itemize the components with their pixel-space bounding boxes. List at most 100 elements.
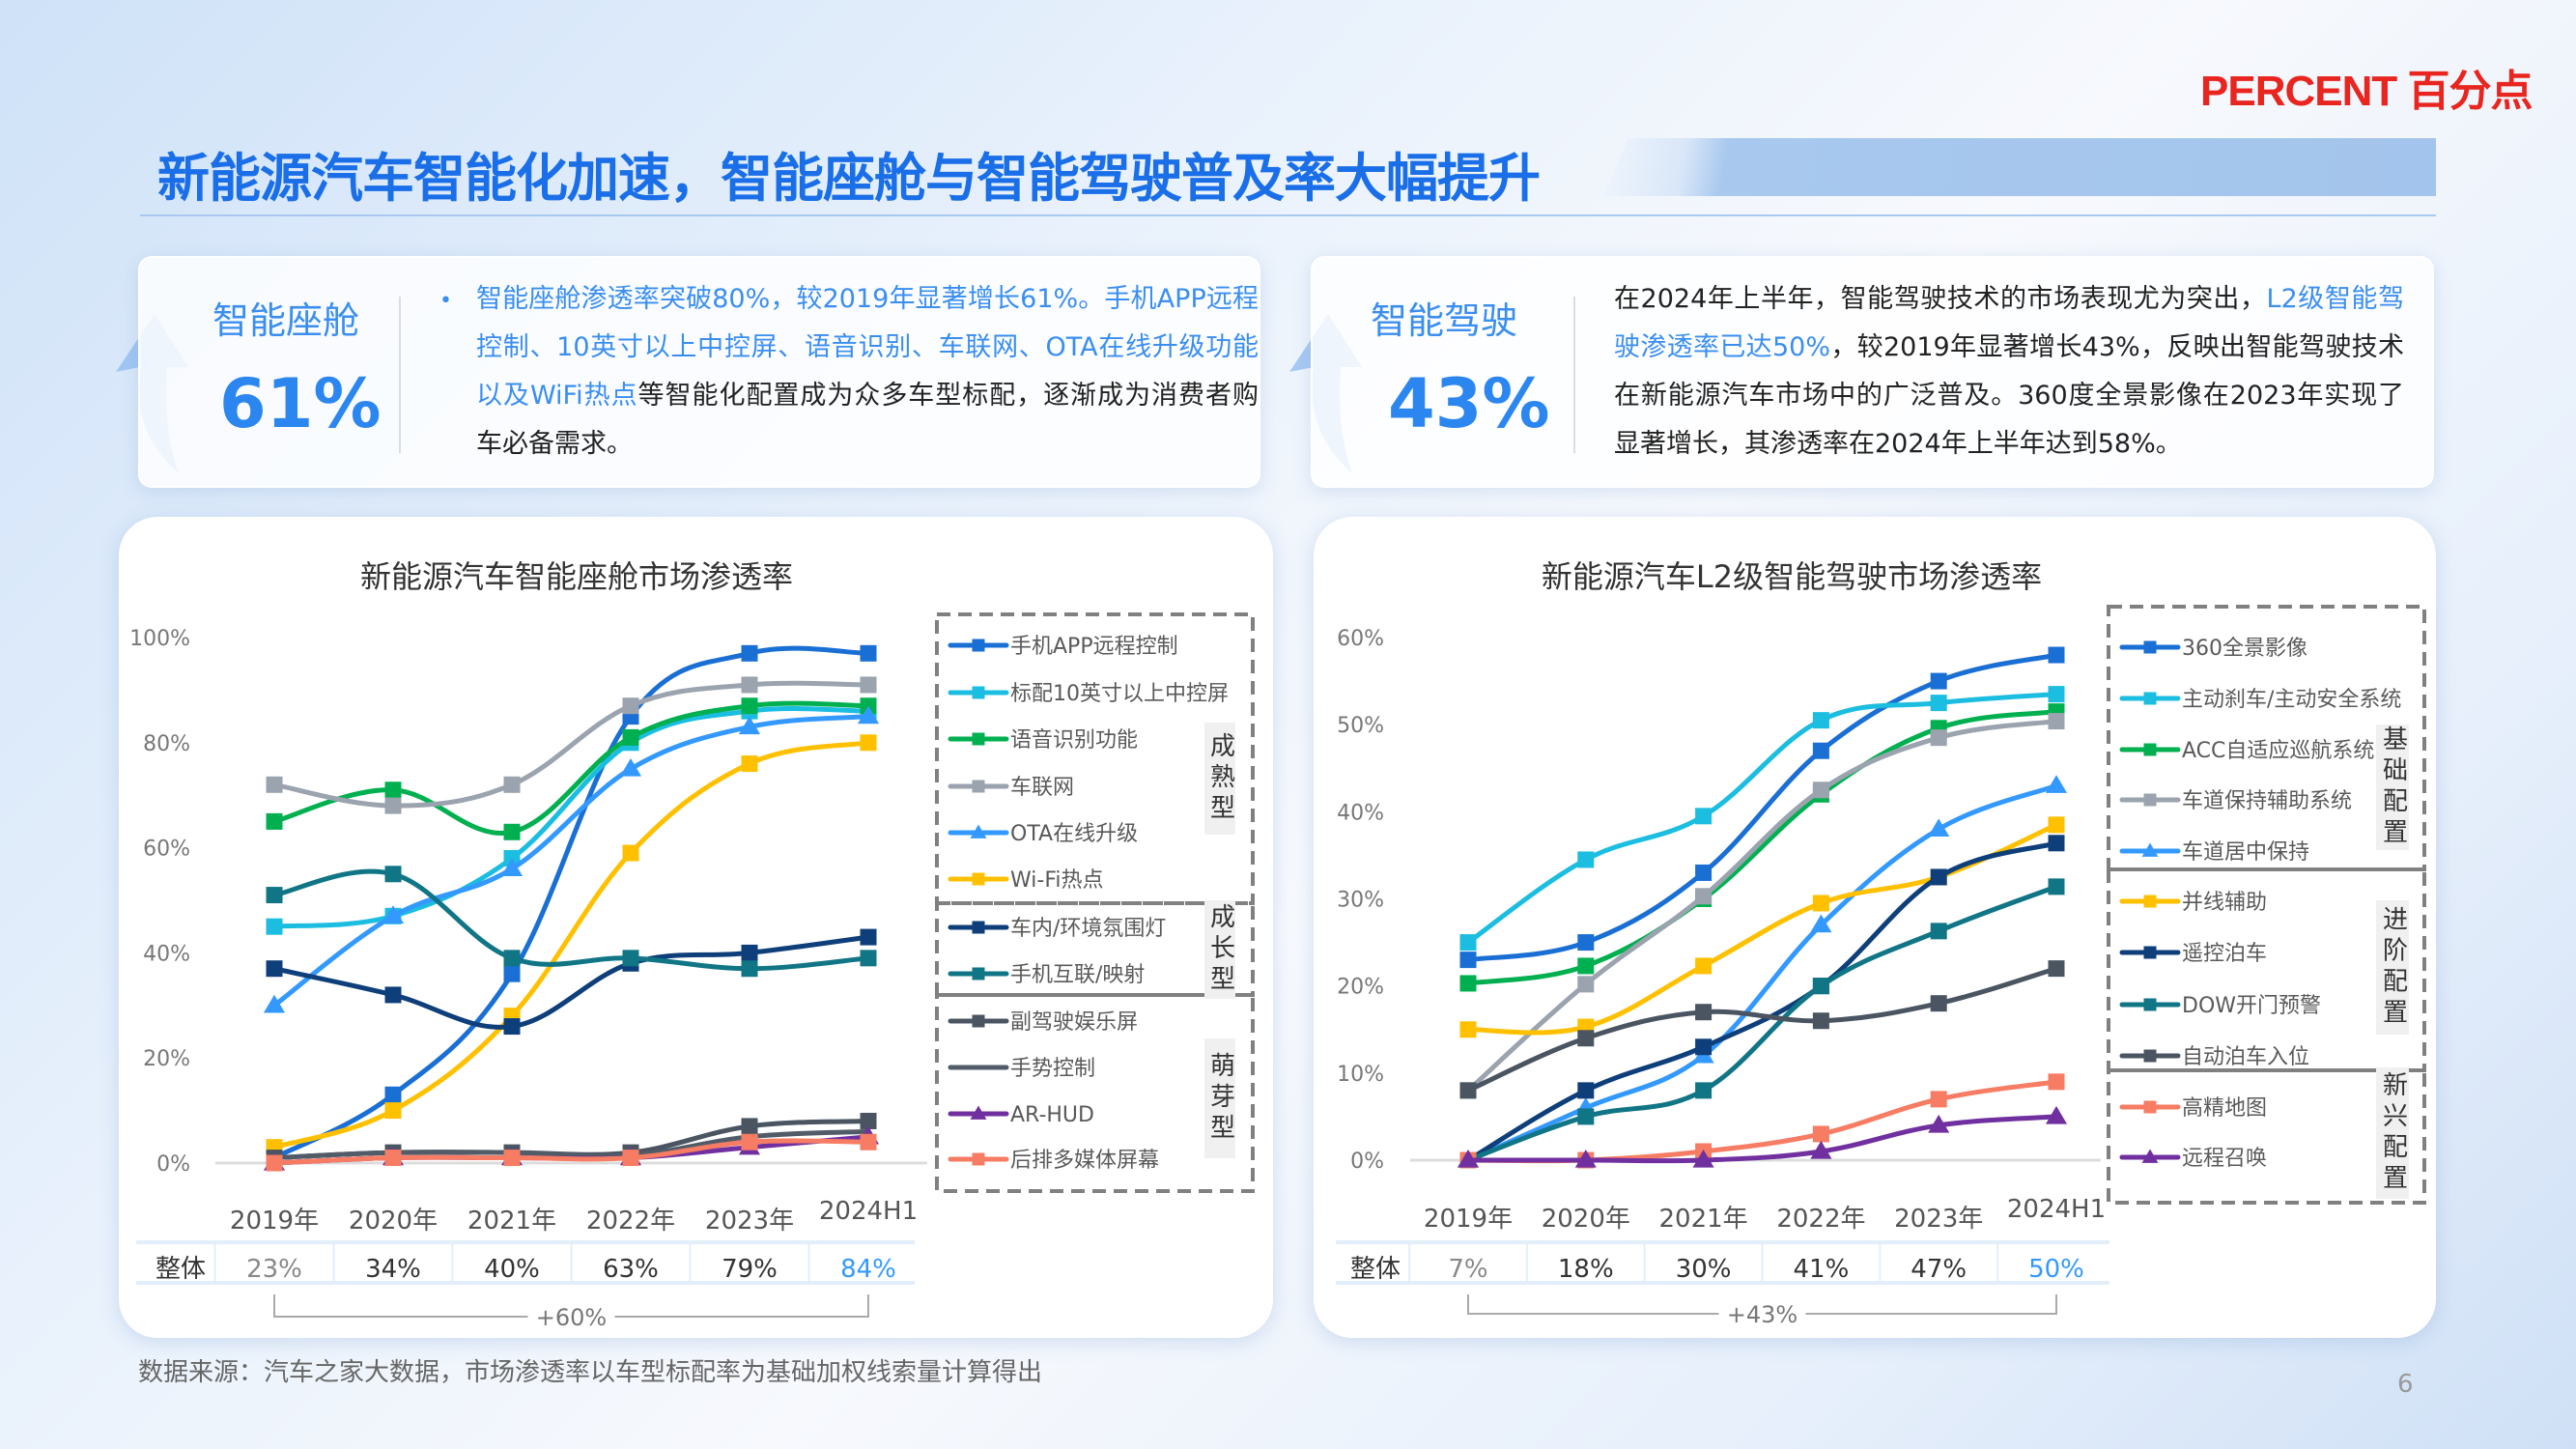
series-line — [273, 700, 869, 836]
data-point — [1812, 712, 1829, 729]
x-tick-label: 2024H1 — [819, 1197, 918, 1226]
legend-marker — [972, 1152, 985, 1166]
card-body-text: ，较2019年显著增长43%，反映出智能驾驶技术在新能源汽车市场中的广泛普及。3… — [1614, 332, 2404, 459]
card-separator — [399, 297, 401, 453]
data-point — [2045, 775, 2068, 793]
legend-marker — [972, 1014, 985, 1028]
legend-label: 手势控制 — [1010, 1057, 1095, 1081]
legend-item: 手机APP远程控制 — [948, 635, 1178, 659]
data-point — [266, 1154, 283, 1172]
data-point — [1577, 1108, 1595, 1125]
group-label: 成熟型 — [1206, 732, 1235, 825]
legend-item: 遥控泊车 — [2119, 942, 2267, 966]
legend-marker — [972, 686, 985, 699]
overall-value: 47% — [1911, 1255, 1967, 1284]
series-10 — [1457, 1105, 2068, 1168]
card-body-text: 等智能化配置成为众多车型标配，逐渐成为消费者购车必备需求。 — [476, 381, 1259, 459]
data-point — [741, 944, 758, 961]
series-line — [273, 680, 869, 809]
y-tick-label: 0% — [1350, 1150, 1384, 1174]
data-point — [1812, 1012, 1829, 1030]
data-point — [384, 797, 402, 814]
y-tick-label: 40% — [1337, 801, 1384, 825]
card-label: 智能座舱 — [212, 299, 360, 342]
data-point — [1812, 742, 1829, 759]
legend-label: 后排多媒体屏幕 — [1010, 1149, 1159, 1173]
data-point — [503, 1150, 521, 1167]
growth-delta-label: +43% — [1727, 1301, 1798, 1328]
legend-item: 高精地图 — [2119, 1096, 2267, 1121]
overall-value: 34% — [365, 1255, 421, 1284]
legend-marker — [2143, 743, 2157, 756]
y-tick-label: 50% — [1337, 714, 1384, 738]
data-point — [1930, 695, 1947, 712]
y-tick-label: 30% — [1337, 889, 1384, 913]
data-point — [384, 1086, 402, 1103]
legend-marker — [972, 732, 985, 746]
overall-value: 50% — [2028, 1255, 2084, 1284]
legend-item: ACC自适应巡航系统 — [2119, 739, 2374, 763]
group-label-bg — [1204, 900, 1235, 999]
data-point — [741, 676, 758, 694]
series-line — [273, 1138, 869, 1166]
legend-label: 高精地图 — [2182, 1096, 2267, 1121]
data-point — [503, 965, 521, 982]
legend-label: OTA在线升级 — [1010, 822, 1138, 846]
data-point — [622, 844, 639, 862]
legend-marker — [2143, 692, 2157, 705]
data-point — [1695, 1004, 1713, 1021]
legend-item: 副驾驶娱乐屏 — [948, 1010, 1138, 1035]
data-point — [503, 950, 521, 967]
group-label: 基础配置 — [2379, 725, 2408, 849]
data-point — [1930, 1091, 1947, 1108]
data-point — [1695, 888, 1713, 905]
x-tick-label: 2020年 — [349, 1207, 438, 1236]
driving-penetration-chart: 新能源汽车L2级智能驾驶市场渗透率 0% 10% 20% 30% 40% 50% 60% 360… — [1336, 558, 2426, 1328]
data-point — [860, 1112, 877, 1129]
data-point — [622, 1150, 639, 1167]
legend-item: 标配10英寸以上中控屏 — [948, 682, 1229, 706]
data-point — [384, 866, 402, 883]
data-point — [619, 757, 642, 777]
legend-marker — [2143, 946, 2157, 959]
bullet-icon: • — [439, 289, 452, 313]
legend-label: DOW开门预警 — [2182, 994, 2321, 1018]
group-label: 新兴配置 — [2379, 1071, 2408, 1195]
series-line — [273, 1128, 869, 1161]
title-banner-decoration — [1603, 138, 2436, 196]
cockpit-summary-card: 智能座舱 61% • 智能座舱渗透率突破80%，较2019年显著增长61%。手机… — [138, 256, 1260, 488]
x-tick-label: 2021年 — [467, 1207, 556, 1236]
overall-label: 整体 — [156, 1255, 206, 1284]
card-separator — [1573, 297, 1575, 453]
series-line — [272, 714, 869, 1008]
legend-label: AR-HUD — [1010, 1103, 1094, 1127]
group-label: 进阶配置 — [2379, 906, 2408, 1030]
page-title: 新能源汽车智能化加速，智能座舱与智能驾驶普及率大幅提升 — [157, 148, 1541, 209]
data-point — [1459, 952, 1477, 969]
data-point — [1695, 957, 1713, 975]
legend-item: 车道保持辅助系统 — [2119, 789, 2352, 813]
legend-item: 手机互联/映射 — [948, 963, 1145, 987]
legend-marker — [972, 639, 985, 652]
overall-value: 7% — [1448, 1255, 1487, 1284]
overall-label: 整体 — [1350, 1255, 1401, 1284]
series-line — [1466, 840, 2057, 1163]
page-number: 6 — [2397, 1370, 2414, 1399]
card-highlight-text: 智能座舱渗透率突破80%，较2019年显著增长61%。手机APP远程控制、10英… — [476, 284, 1259, 411]
legend-label: 远程召唤 — [2182, 1147, 2267, 1171]
data-point — [741, 960, 758, 978]
data-point — [1459, 1082, 1477, 1099]
data-point — [384, 986, 402, 1004]
data-point — [2048, 835, 2065, 852]
data-point — [1459, 934, 1477, 952]
legend-marker — [972, 921, 985, 934]
x-tick-label: 2022年 — [586, 1207, 675, 1236]
data-point — [1574, 1149, 1597, 1168]
data-point — [1695, 864, 1713, 881]
data-point — [1810, 1140, 1832, 1159]
y-tick-label: 100% — [129, 627, 190, 651]
data-point — [1812, 895, 1829, 912]
legend-marker — [2143, 1049, 2157, 1063]
data-point — [1812, 1125, 1829, 1143]
y-tick-label: 20% — [143, 1047, 190, 1071]
